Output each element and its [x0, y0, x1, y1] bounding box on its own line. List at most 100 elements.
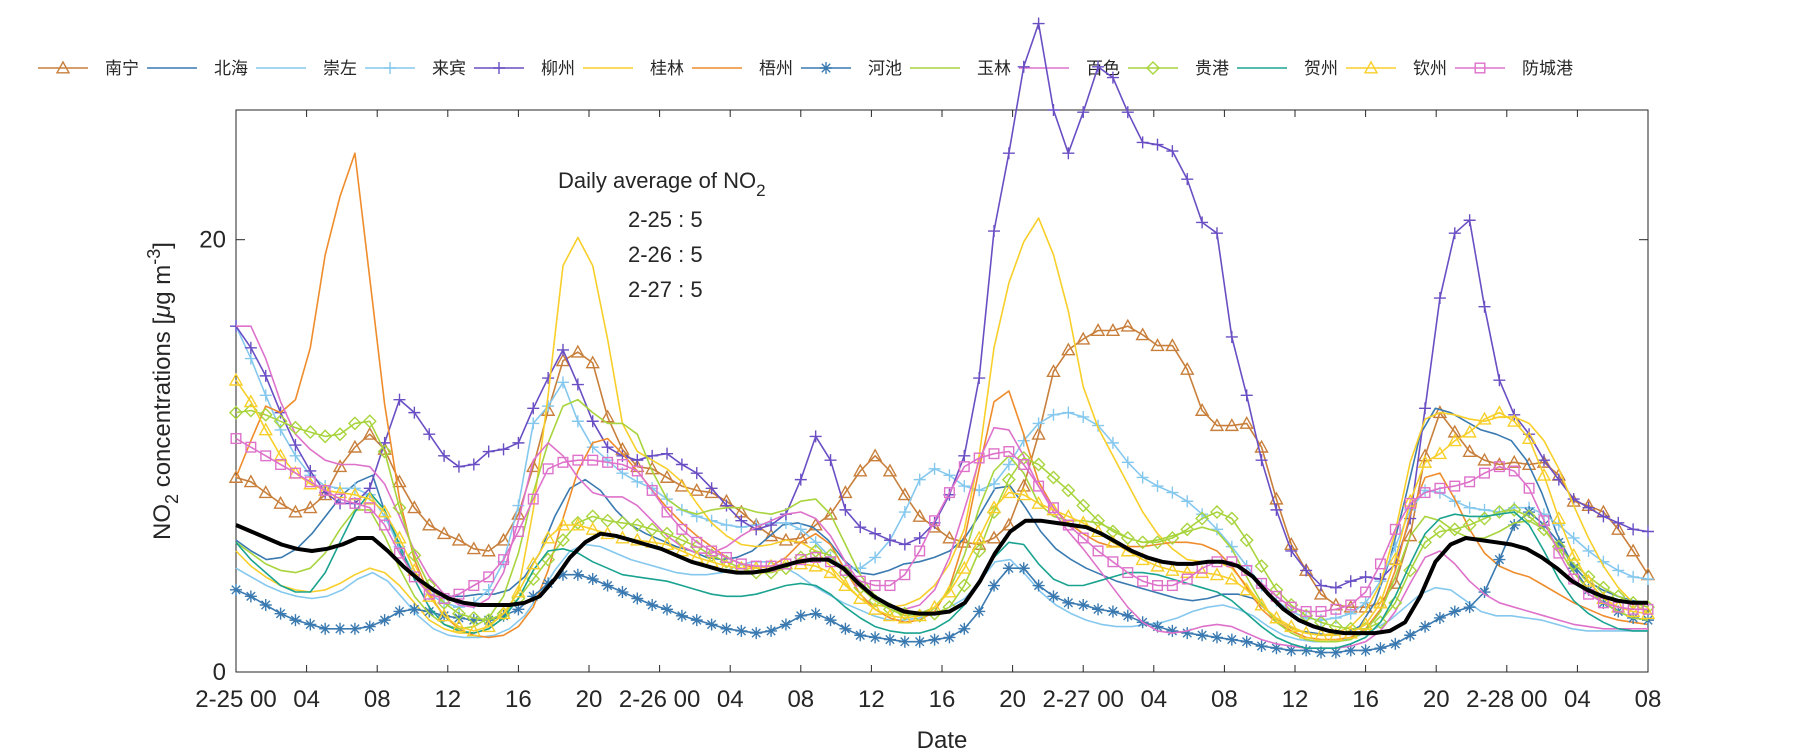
series-point: [1536, 454, 1552, 468]
series-point: [332, 485, 348, 499]
legend-label: 钦州: [1413, 59, 1447, 78]
series-point: [778, 532, 794, 546]
annotation-title-sub: 2: [756, 181, 765, 200]
series-point: [288, 504, 303, 518]
series-point: [1523, 506, 1536, 519]
series-point: [1076, 498, 1091, 513]
series-point: [1239, 533, 1254, 548]
series-point: [527, 590, 540, 603]
series-point: [541, 552, 556, 567]
series-point: [1151, 138, 1164, 151]
series-point: [362, 414, 377, 429]
series-point: [1300, 644, 1313, 657]
series-point: [586, 573, 599, 586]
series-point: [720, 551, 732, 563]
x-tick-label: 2-28 00: [1466, 686, 1547, 713]
series-point: [1210, 631, 1223, 644]
series-point: [362, 491, 377, 505]
axis-ticks: 2-25 00 04 08 12 16 20 2-26 00 04 08 12 16 20 2-27 0…: [195, 110, 1661, 713]
series-point: [259, 598, 272, 611]
x-tick-label: 08: [1211, 686, 1238, 713]
series-point: [988, 225, 1001, 238]
series-point: [260, 450, 272, 462]
series-point: [244, 590, 257, 603]
series-point: [602, 456, 614, 468]
y-axis-label-sup: -3: [144, 249, 164, 265]
annotation-line-3: 2-27 : 5: [628, 277, 703, 302]
series-point: [1373, 615, 1388, 630]
series-point: [1181, 495, 1194, 508]
y-axis-label-unit: g m: [149, 265, 176, 305]
series-point: [1358, 617, 1373, 630]
series-河池: [230, 506, 1654, 659]
series-point: [304, 476, 316, 488]
series-point: [1165, 530, 1180, 545]
series-point: [571, 415, 584, 428]
series-point: [1209, 567, 1225, 581]
series-point: [1018, 458, 1030, 470]
series-point: [958, 480, 971, 493]
series-point: [913, 473, 926, 486]
series-point: [943, 469, 956, 482]
series-point: [809, 536, 822, 549]
series-point: [928, 516, 941, 529]
series-point: [1344, 575, 1357, 588]
series-point: [333, 427, 348, 442]
series-point: [1166, 580, 1178, 592]
series-point: [1612, 516, 1625, 529]
series-point: [1373, 595, 1388, 609]
series-point: [451, 532, 467, 546]
series-point: [1165, 338, 1180, 352]
series-point: [661, 447, 674, 460]
series-point: [1224, 418, 1240, 432]
series-point: [1492, 457, 1507, 470]
series-point: [1181, 173, 1194, 186]
series-point: [347, 487, 363, 501]
series-point: [867, 448, 883, 462]
series-point: [1166, 486, 1179, 499]
series-point: [378, 614, 391, 627]
series-point: [1209, 505, 1224, 520]
series-point: [839, 622, 852, 635]
series-point: [1120, 318, 1135, 332]
series-point: [585, 521, 600, 535]
series-point: [838, 578, 853, 592]
series-point: [899, 569, 911, 581]
series-point: [957, 560, 972, 574]
series-point: [601, 441, 614, 454]
series-point: [1432, 405, 1448, 419]
series-point: [571, 568, 584, 581]
series-point: [1359, 570, 1372, 583]
series-point: [1507, 413, 1522, 427]
series-point: [259, 389, 272, 402]
series-point: [1032, 417, 1045, 430]
series-point: [481, 619, 496, 633]
series-point: [1136, 136, 1149, 149]
series-point: [971, 530, 987, 544]
series-point: [1061, 508, 1076, 522]
x-tick-label: 16: [929, 686, 956, 713]
series-point: [1135, 327, 1150, 341]
series-point: [1552, 536, 1565, 549]
series-point: [869, 551, 882, 564]
series-point: [1507, 454, 1522, 468]
y-axis-label-mid: concentrations [: [149, 318, 176, 494]
series-point: [1625, 604, 1641, 617]
series-point: [423, 588, 435, 600]
series-point: [883, 633, 896, 646]
series-point: [334, 493, 346, 505]
x-tick-label: 20: [999, 686, 1026, 713]
series-point: [1523, 482, 1535, 494]
series-point: [854, 521, 867, 534]
annotation: Daily average of NO2 2-25 : 5 2-26 : 5 2…: [558, 168, 766, 302]
series-point: [1047, 502, 1059, 514]
y-axis-label-pre: NO: [149, 504, 176, 540]
series-point: [1002, 458, 1015, 471]
series-point: [898, 538, 911, 551]
series-point: [570, 517, 586, 531]
series-point: [1493, 374, 1506, 387]
series-point: [1374, 558, 1386, 570]
series-point: [1254, 597, 1269, 611]
series-point: [601, 454, 614, 467]
annotation-line-2: 2-26 : 5: [628, 242, 703, 267]
